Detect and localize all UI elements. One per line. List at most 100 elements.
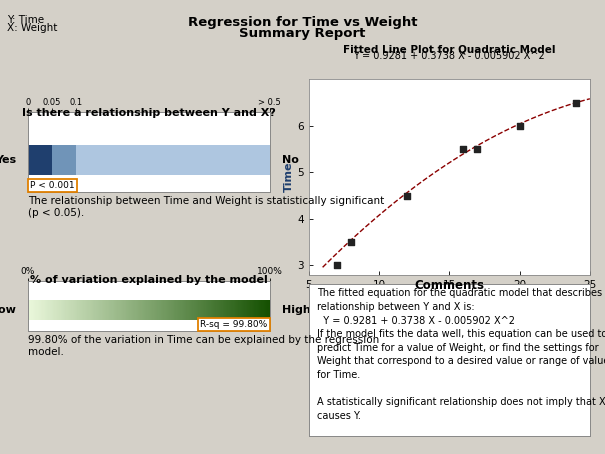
Bar xyxy=(106,300,108,320)
Bar xyxy=(92,300,93,320)
Bar xyxy=(269,300,270,320)
Bar xyxy=(178,300,179,320)
Bar xyxy=(201,300,202,320)
Bar xyxy=(160,300,161,320)
Bar xyxy=(214,300,215,320)
Bar xyxy=(221,300,223,320)
Bar xyxy=(28,145,52,175)
Bar xyxy=(146,300,148,320)
Bar xyxy=(231,300,232,320)
Bar xyxy=(252,300,253,320)
Bar xyxy=(175,300,177,320)
Bar xyxy=(189,300,190,320)
Bar xyxy=(265,300,266,320)
Bar xyxy=(174,300,175,320)
Bar xyxy=(121,300,122,320)
Bar xyxy=(31,300,33,320)
Bar xyxy=(225,300,226,320)
Bar xyxy=(140,300,142,320)
Bar xyxy=(263,300,264,320)
Bar xyxy=(156,300,157,320)
Bar xyxy=(194,300,195,320)
Bar xyxy=(234,300,235,320)
Bar xyxy=(230,300,231,320)
Bar xyxy=(62,300,63,320)
Bar xyxy=(133,300,134,320)
Bar xyxy=(38,300,39,320)
Bar xyxy=(227,300,229,320)
Bar xyxy=(134,300,136,320)
Bar xyxy=(139,300,140,320)
Bar xyxy=(68,300,69,320)
Bar xyxy=(125,300,126,320)
Bar xyxy=(93,300,94,320)
Bar xyxy=(188,300,189,320)
Bar xyxy=(56,300,57,320)
Bar xyxy=(96,300,97,320)
Bar xyxy=(212,300,213,320)
Bar xyxy=(132,300,133,320)
Bar xyxy=(148,300,149,320)
Bar xyxy=(115,300,116,320)
Text: Fitted Line Plot for Quadratic Model: Fitted Line Plot for Quadratic Model xyxy=(342,44,555,54)
Bar xyxy=(45,300,46,320)
Bar xyxy=(232,300,234,320)
Bar xyxy=(63,300,64,320)
Bar xyxy=(173,300,174,320)
Bar xyxy=(211,300,212,320)
Bar xyxy=(80,300,81,320)
Bar xyxy=(64,300,65,320)
Text: Summary Report: Summary Report xyxy=(240,27,365,40)
Bar xyxy=(250,300,252,320)
Bar xyxy=(90,300,91,320)
Bar xyxy=(261,300,263,320)
Text: Low: Low xyxy=(0,305,16,315)
Bar xyxy=(81,300,82,320)
Bar xyxy=(47,300,48,320)
Bar xyxy=(48,300,50,320)
Bar xyxy=(180,300,182,320)
Point xyxy=(402,192,412,199)
Bar xyxy=(102,300,103,320)
Bar xyxy=(71,300,73,320)
Bar xyxy=(254,300,255,320)
Bar xyxy=(104,300,105,320)
Bar xyxy=(177,300,178,320)
Bar xyxy=(184,300,185,320)
Bar xyxy=(46,300,47,320)
Bar xyxy=(123,300,125,320)
Bar xyxy=(220,300,221,320)
Bar xyxy=(151,300,152,320)
Bar xyxy=(117,300,119,320)
Bar xyxy=(255,300,257,320)
Bar xyxy=(159,300,160,320)
Bar xyxy=(206,300,207,320)
Bar xyxy=(152,300,154,320)
Bar xyxy=(195,300,196,320)
Point xyxy=(571,99,581,106)
Bar xyxy=(242,300,243,320)
Bar xyxy=(229,300,230,320)
Text: % of variation explained by the model: % of variation explained by the model xyxy=(30,275,267,285)
Bar xyxy=(198,300,200,320)
Bar xyxy=(241,300,242,320)
Bar xyxy=(34,300,35,320)
Bar xyxy=(137,300,138,320)
Bar xyxy=(60,300,62,320)
Bar xyxy=(249,300,250,320)
Bar xyxy=(171,300,172,320)
Bar xyxy=(219,300,220,320)
Point xyxy=(346,238,356,246)
Bar xyxy=(91,300,92,320)
Bar xyxy=(77,300,79,320)
Bar xyxy=(40,300,41,320)
Point xyxy=(459,146,468,153)
Bar xyxy=(202,300,203,320)
Bar xyxy=(203,300,204,320)
Bar xyxy=(36,300,38,320)
Bar xyxy=(182,300,183,320)
Bar xyxy=(128,300,129,320)
Bar xyxy=(142,300,143,320)
Text: The relationship between Time and Weight is statistically significant
(p < 0.05): The relationship between Time and Weight… xyxy=(28,196,384,218)
Bar xyxy=(213,300,214,320)
